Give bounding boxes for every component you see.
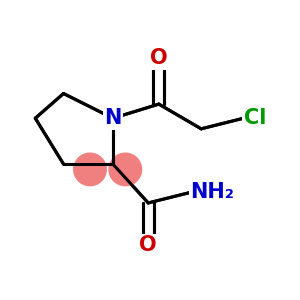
- Text: NH₂: NH₂: [190, 182, 235, 203]
- Text: Cl: Cl: [244, 108, 266, 128]
- Text: O: O: [140, 235, 157, 255]
- Text: N: N: [104, 108, 122, 128]
- Text: O: O: [150, 48, 168, 68]
- Circle shape: [108, 152, 142, 186]
- Circle shape: [73, 152, 107, 186]
